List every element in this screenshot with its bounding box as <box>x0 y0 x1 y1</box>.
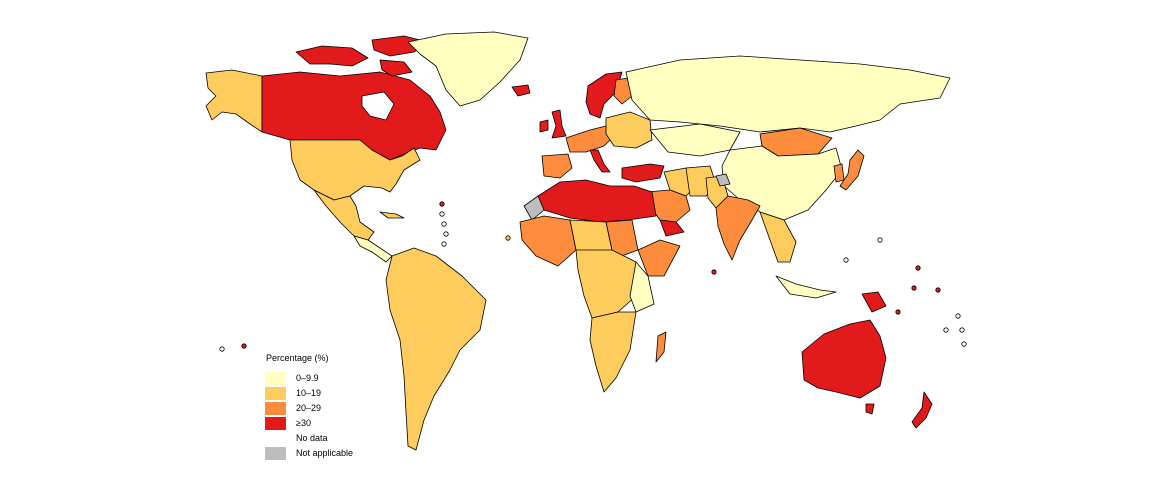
region-india <box>715 195 761 261</box>
legend-label-10-19: 10–19 <box>296 388 322 398</box>
island-pacific-5 <box>935 287 941 293</box>
map-legend: Percentage (%) 0–9.9 10–19 20–29 ≥30 No … <box>265 353 385 461</box>
legend-item-not-applicable: Not applicable <box>265 446 385 461</box>
region-madagascar <box>655 331 667 363</box>
legend-swatch-not-applicable <box>265 447 286 460</box>
island-caribbean-2 <box>439 211 445 217</box>
island-pacific-10 <box>961 341 967 347</box>
region-hudson-bay <box>361 91 395 121</box>
legend-swatch-20-29 <box>265 402 286 415</box>
island-caribbean-1 <box>439 201 445 207</box>
region-ireland <box>539 119 549 133</box>
region-mexico <box>313 189 375 241</box>
island-indian-ocean <box>711 269 717 275</box>
region-sudan <box>605 219 639 259</box>
legend-item-0-9: 0–9.9 <box>265 371 385 386</box>
island-pacific-6 <box>895 309 901 315</box>
island-pacific-4 <box>911 285 917 291</box>
island-cape-verde <box>505 235 511 241</box>
region-south-america <box>385 247 487 451</box>
region-papua-new-guinea <box>861 291 887 313</box>
region-canadian-arctic <box>295 35 429 77</box>
region-southern-africa <box>589 311 637 393</box>
legend-label-not-applicable: Not applicable <box>296 448 354 458</box>
region-kashmir <box>715 173 731 187</box>
region-turkey <box>621 163 665 183</box>
region-iberia <box>541 153 573 179</box>
region-southeast-asia <box>759 211 797 263</box>
region-uk <box>551 109 567 139</box>
legend-label-0-9: 0–9.9 <box>296 373 319 383</box>
island-caribbean-4 <box>443 231 449 237</box>
region-western-europe <box>565 125 615 153</box>
region-new-zealand <box>911 391 933 429</box>
region-kazakhstan <box>649 123 741 157</box>
legend-item-20-29: 20–29 <box>265 401 385 416</box>
region-east-africa <box>629 261 655 313</box>
region-japan <box>839 149 865 191</box>
region-west-africa <box>519 215 577 267</box>
island-pacific-1 <box>241 343 247 349</box>
legend-item-30-plus: ≥30 <box>265 416 385 431</box>
region-indonesia <box>775 275 837 299</box>
region-russia <box>625 55 951 133</box>
island-caribbean-5 <box>441 241 447 247</box>
region-korea <box>833 163 845 183</box>
region-central-america <box>353 235 393 263</box>
region-cuba <box>379 211 405 219</box>
island-caribbean-3 <box>441 221 447 227</box>
legend-label-20-29: 20–29 <box>296 403 322 413</box>
region-greenland <box>407 31 529 107</box>
region-finland <box>613 77 633 105</box>
region-alaska <box>205 69 263 133</box>
region-western-sahara <box>523 195 545 221</box>
region-united-states <box>289 139 421 201</box>
island-pacific-2 <box>219 346 225 352</box>
legend-label-30-plus: ≥30 <box>296 418 311 428</box>
region-italy <box>589 149 611 173</box>
region-australia <box>801 319 887 399</box>
island-pacific-3 <box>915 265 921 271</box>
island-pacific-7 <box>955 313 961 319</box>
island-pacific-8 <box>959 327 965 333</box>
legend-label-no-data: No data <box>296 433 328 443</box>
legend-swatch-0-9 <box>265 372 286 385</box>
region-central-africa <box>575 249 637 319</box>
legend-title: Percentage (%) <box>266 353 329 363</box>
island-pacific-12 <box>877 237 883 243</box>
region-north-africa <box>537 179 657 223</box>
legend-item-10-19: 10–19 <box>265 386 385 401</box>
region-iceland <box>511 84 531 97</box>
region-yemen <box>659 219 685 237</box>
region-china <box>721 145 843 221</box>
legend-item-no-data: No data <box>265 431 385 446</box>
island-pacific-9 <box>943 327 949 333</box>
region-eastern-europe <box>605 111 653 149</box>
legend-swatch-30-plus <box>265 417 286 430</box>
region-scandinavia <box>585 71 623 119</box>
region-horn-of-africa <box>637 239 681 277</box>
legend-swatch-10-19 <box>265 387 286 400</box>
legend-swatch-no-data <box>265 432 286 445</box>
region-tasmania <box>865 403 875 415</box>
island-pacific-11 <box>843 257 849 263</box>
